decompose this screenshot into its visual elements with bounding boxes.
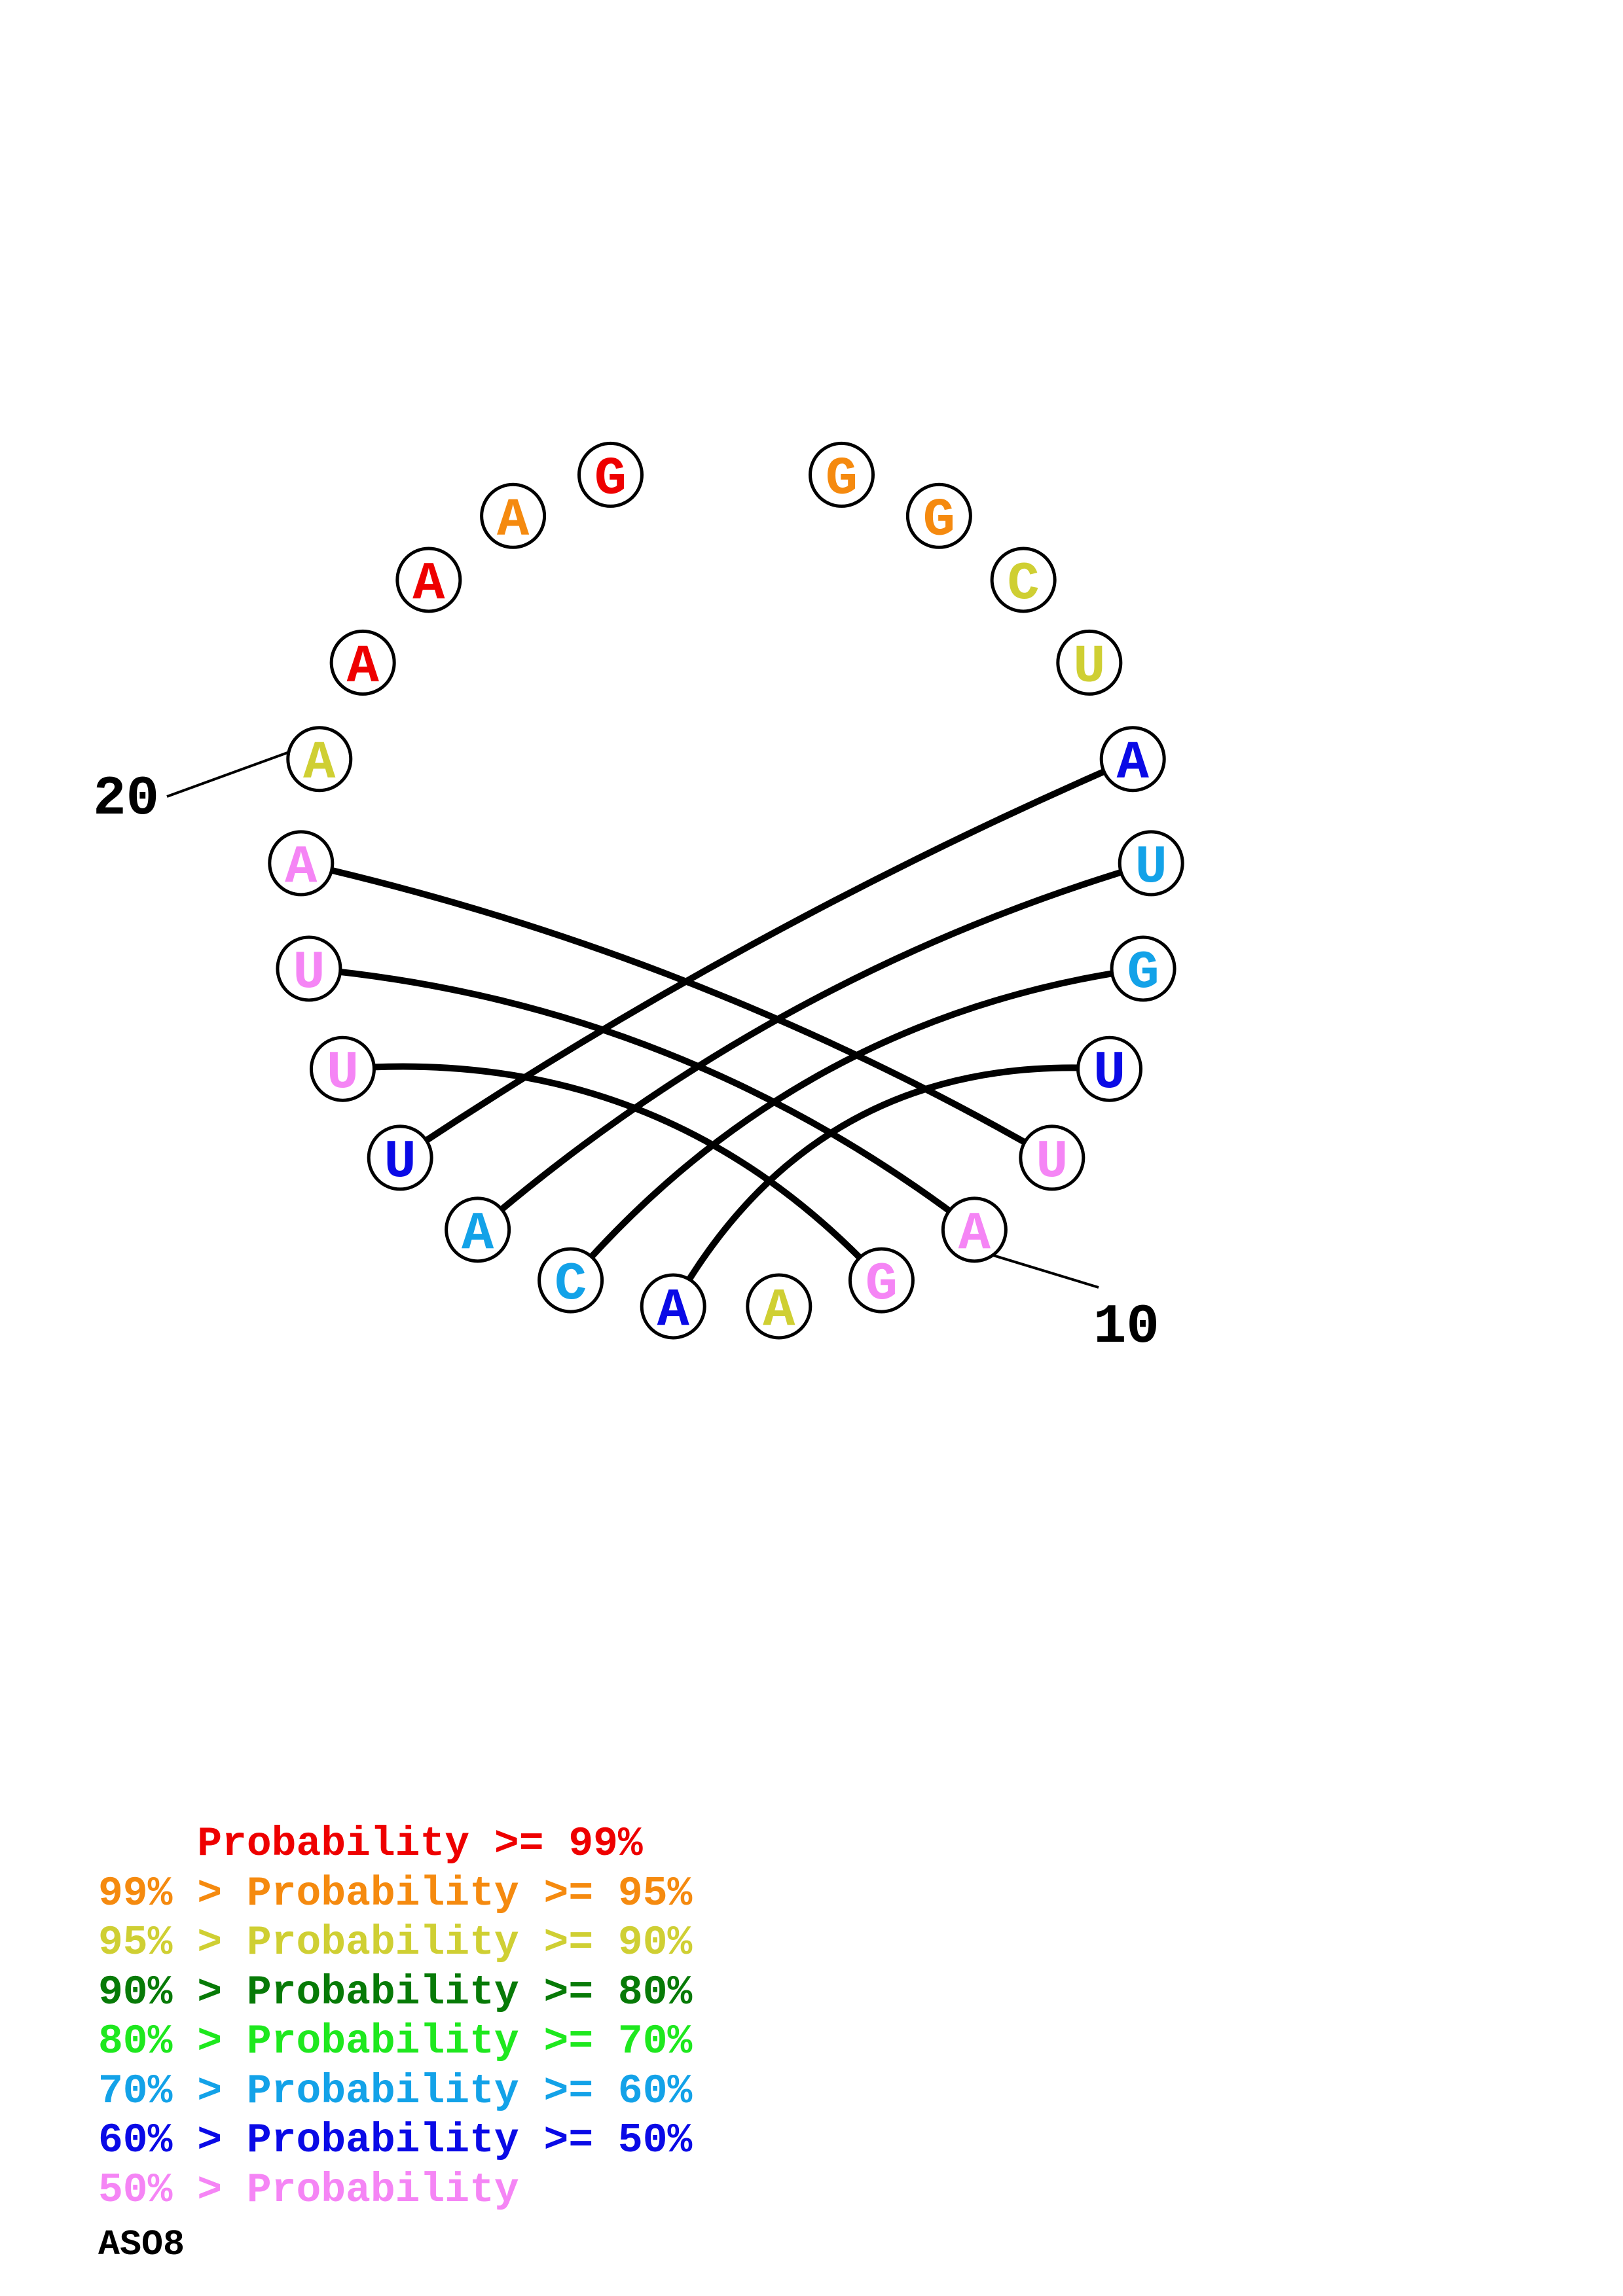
nucleotide-22: A (395, 547, 462, 615)
nucleotide-20: A (286, 726, 353, 794)
nucleotide-17: U (309, 1035, 376, 1103)
legend-row-4: 90% > Probability >= 80% (98, 1969, 693, 2016)
nucleotide-base-letter: A (497, 490, 530, 550)
base-pair-5-16 (398, 756, 1135, 1161)
nucleotide-base-letter: G (866, 1254, 898, 1315)
nucleotide-3: C (990, 547, 1057, 615)
nucleotide-circle (1056, 629, 1123, 696)
legend-row-7: 60% > Probability >= 50% (98, 2117, 693, 2164)
position-label-10: 10 (1093, 1297, 1159, 1359)
legend-row-2: 99% > Probability >= 95% (98, 1870, 693, 1917)
nucleotide-base-letter: U (1093, 1043, 1125, 1103)
base-pair-11-17 (342, 1063, 884, 1283)
nucleotide-circle (848, 1247, 915, 1314)
legend-row-3: 95% > Probability >= 90% (98, 1920, 693, 1966)
nucleotide-circle (268, 830, 335, 897)
nucleotide-circle (1099, 726, 1166, 793)
nucleotide-circle (1076, 1035, 1143, 1102)
nucleotide-circle (309, 1035, 376, 1102)
nucleotide-23: A (480, 482, 547, 550)
position-label-leader-10 (992, 1253, 1099, 1289)
nucleotide-base-letter: G (594, 448, 627, 509)
nucleotide-circle (329, 629, 396, 696)
nucleotide-base-letter: A (347, 636, 380, 697)
legend-row-6: 70% > Probability >= 60% (98, 2068, 693, 2115)
nucleotide-circle (640, 1273, 706, 1340)
nucleotide-base-letter: G (1127, 942, 1159, 1003)
nucleotide-circle (538, 1247, 604, 1314)
nucleotide-base-letter: A (412, 554, 445, 615)
nucleotide-circle (480, 482, 547, 549)
base-pair-10-18 (308, 965, 977, 1232)
base-pair-arcs (300, 756, 1152, 1308)
nucleotide-10: A (941, 1196, 1008, 1265)
nucleotide-7: G (1110, 935, 1176, 1003)
nucleotide-circle (286, 726, 353, 793)
nucleotide-base-letter: U (1036, 1132, 1068, 1193)
nucleotide-base-letter: C (1008, 554, 1040, 615)
nucleotide-circle (1019, 1124, 1085, 1191)
nucleotide-2: G (905, 482, 972, 550)
nucleotide-circle (367, 1124, 433, 1191)
nucleotide-circle (1118, 830, 1184, 897)
nucleotide-16: U (367, 1124, 433, 1193)
nucleotide-21: A (329, 629, 396, 697)
legend-row-5: 80% > Probability >= 70% (98, 2018, 693, 2065)
nucleotide-circle (1110, 935, 1176, 1002)
legend-row-8: 50% > Probability (98, 2166, 519, 2214)
nucleotide-15: A (445, 1196, 511, 1265)
nucleotide-11: G (848, 1247, 915, 1315)
nucleotide-base-letter: A (303, 733, 336, 794)
nucleotide-circle (990, 547, 1057, 613)
nucleotide-4: U (1056, 629, 1123, 697)
nucleotide-base-letter: A (958, 1204, 991, 1265)
nucleotide-circle (276, 935, 342, 1002)
position-label-leader-20 (166, 751, 289, 798)
nucleotide-base-letter: U (293, 942, 325, 1003)
nucleotide-circle (905, 482, 972, 549)
nucleotide-base-letter: U (384, 1132, 416, 1193)
legend-row-1: Probability >= 99% (98, 1821, 643, 1867)
nucleotide-base-letter: A (763, 1280, 795, 1341)
structure-name: ASO8 (98, 2224, 185, 2265)
nucleotide-base-letter: A (285, 837, 318, 898)
nucleotide-base-letter: U (1073, 636, 1105, 697)
nucleotide-base-letter: U (1135, 837, 1167, 898)
nucleotide-14: C (538, 1247, 604, 1315)
nucleotide-13: A (640, 1273, 706, 1341)
nucleotide-base-letter: G (923, 490, 955, 550)
nucleotide-circle (577, 441, 644, 508)
nucleotide-5: A (1099, 726, 1166, 794)
nucleotide-19: A (268, 830, 335, 898)
base-pair-8-13 (670, 1064, 1110, 1308)
nucleotide-circle (445, 1196, 511, 1263)
probability-legend: Probability >= 99% 99% > Probability >= 9… (98, 1820, 692, 2215)
nucleotide-base-letter: A (462, 1204, 494, 1265)
nucleotide-base-letter: A (1117, 733, 1150, 794)
nucleotide-24: G (577, 441, 644, 509)
nucleotide-1: G (809, 441, 875, 509)
base-pair-7-14 (568, 965, 1144, 1283)
nucleotide-base-letter: C (555, 1254, 587, 1315)
nucleotide-8: U (1076, 1035, 1143, 1103)
nucleotide-base-letter: A (657, 1280, 690, 1341)
nucleotide-18: U (276, 935, 342, 1003)
nucleotide-6: U (1118, 830, 1184, 898)
base-pair-6-15 (475, 860, 1152, 1232)
base-pair-9-19 (300, 859, 1054, 1161)
nucleotide-base-letter: U (327, 1043, 359, 1103)
nucleotide-circle (746, 1273, 812, 1340)
nucleotide-circle (395, 547, 462, 613)
nucleotide-circle (941, 1196, 1008, 1263)
nucleotide-circle (809, 441, 875, 508)
nucleotide-12: A (746, 1273, 812, 1341)
nucleotide-9: U (1019, 1124, 1085, 1193)
position-label-20: 20 (93, 768, 159, 831)
nucleotide-base-letter: G (826, 448, 858, 509)
